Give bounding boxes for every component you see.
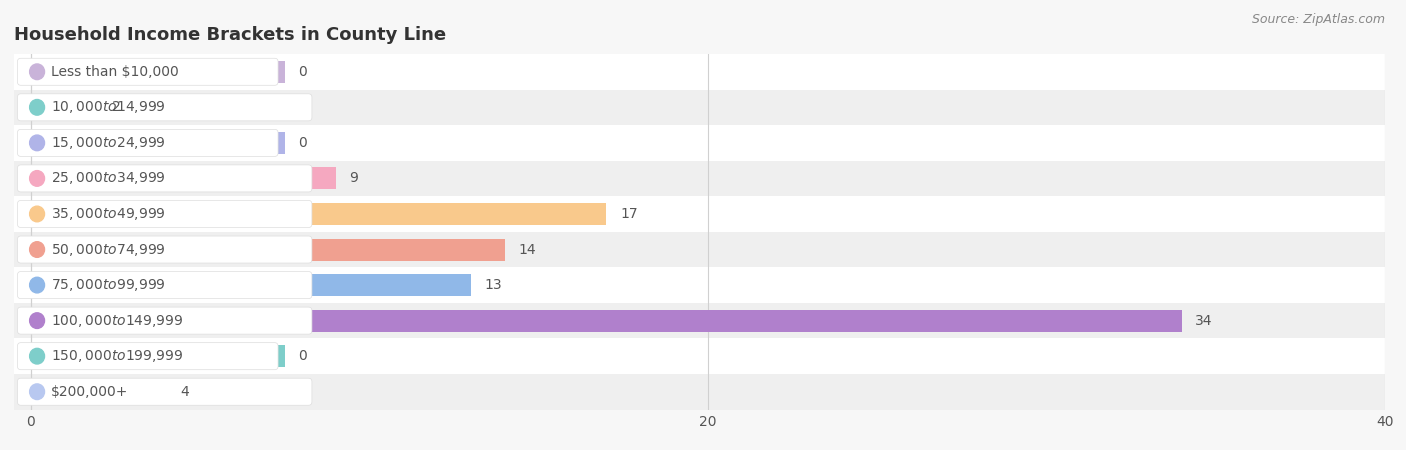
Bar xyxy=(31,381,166,403)
FancyBboxPatch shape xyxy=(17,271,312,299)
Text: $150,000 to $199,999: $150,000 to $199,999 xyxy=(51,348,183,364)
Text: 4: 4 xyxy=(180,385,188,399)
Circle shape xyxy=(30,64,45,80)
Bar xyxy=(31,167,336,189)
Circle shape xyxy=(30,384,45,400)
FancyBboxPatch shape xyxy=(17,342,278,370)
Circle shape xyxy=(30,313,45,328)
FancyBboxPatch shape xyxy=(17,129,278,157)
Bar xyxy=(31,203,606,225)
Text: 14: 14 xyxy=(519,243,536,256)
Text: $50,000 to $74,999: $50,000 to $74,999 xyxy=(51,242,166,257)
Bar xyxy=(31,345,285,367)
FancyBboxPatch shape xyxy=(17,307,312,334)
Bar xyxy=(14,374,1385,410)
FancyBboxPatch shape xyxy=(17,378,312,405)
Bar xyxy=(31,132,285,154)
Bar xyxy=(31,61,285,83)
Circle shape xyxy=(30,242,45,257)
Bar xyxy=(14,338,1385,374)
Text: $100,000 to $149,999: $100,000 to $149,999 xyxy=(51,313,183,328)
Circle shape xyxy=(30,348,45,364)
Bar xyxy=(31,238,505,261)
Bar xyxy=(14,232,1385,267)
FancyBboxPatch shape xyxy=(17,200,312,228)
FancyBboxPatch shape xyxy=(17,236,312,263)
Text: Household Income Brackets in County Line: Household Income Brackets in County Line xyxy=(14,26,446,44)
Bar xyxy=(14,303,1385,338)
Text: Source: ZipAtlas.com: Source: ZipAtlas.com xyxy=(1251,14,1385,27)
Bar xyxy=(14,161,1385,196)
Text: 34: 34 xyxy=(1195,314,1213,328)
Bar xyxy=(31,96,98,118)
Bar xyxy=(14,196,1385,232)
FancyBboxPatch shape xyxy=(17,94,312,121)
Text: 0: 0 xyxy=(298,349,307,363)
Text: 17: 17 xyxy=(620,207,637,221)
Bar xyxy=(31,310,1182,332)
Text: 13: 13 xyxy=(485,278,502,292)
Text: $75,000 to $99,999: $75,000 to $99,999 xyxy=(51,277,166,293)
Text: 9: 9 xyxy=(349,171,359,185)
Bar xyxy=(14,125,1385,161)
Text: 0: 0 xyxy=(298,65,307,79)
Bar xyxy=(14,90,1385,125)
Circle shape xyxy=(30,206,45,222)
FancyBboxPatch shape xyxy=(17,165,312,192)
Text: $200,000+: $200,000+ xyxy=(51,385,128,399)
Circle shape xyxy=(30,135,45,151)
Circle shape xyxy=(30,99,45,115)
Bar xyxy=(14,54,1385,90)
Text: $10,000 to $14,999: $10,000 to $14,999 xyxy=(51,99,166,115)
Circle shape xyxy=(30,277,45,293)
Bar xyxy=(31,274,471,296)
Bar xyxy=(14,267,1385,303)
Text: $15,000 to $24,999: $15,000 to $24,999 xyxy=(51,135,166,151)
Text: $25,000 to $34,999: $25,000 to $34,999 xyxy=(51,171,166,186)
Text: 0: 0 xyxy=(298,136,307,150)
Text: 2: 2 xyxy=(112,100,121,114)
Text: Less than $10,000: Less than $10,000 xyxy=(51,65,179,79)
Circle shape xyxy=(30,171,45,186)
FancyBboxPatch shape xyxy=(17,58,278,86)
Text: $35,000 to $49,999: $35,000 to $49,999 xyxy=(51,206,166,222)
